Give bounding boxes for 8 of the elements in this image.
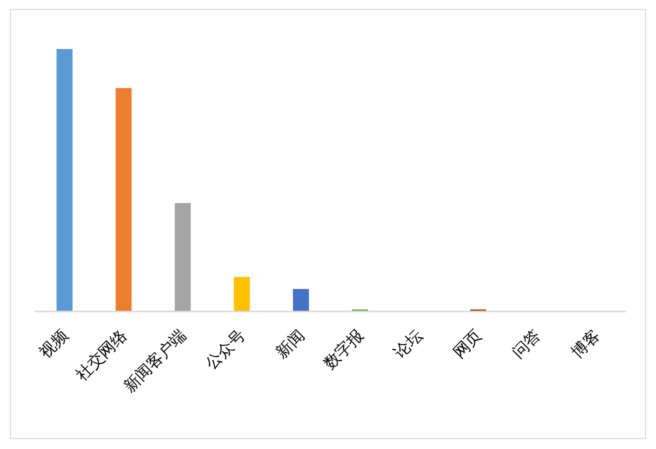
- x-tick-label: 博客: [568, 326, 604, 362]
- x-tick-label: 新闻: [272, 326, 308, 362]
- x-tick-label: 网页: [450, 326, 486, 362]
- x-tick-label: 问答: [509, 326, 544, 362]
- x-tick-label: 论坛: [392, 326, 426, 362]
- x-tick-label: 数字报: [320, 326, 368, 373]
- x-tick-label: 视频: [36, 326, 72, 362]
- x-tick-label: 公众号: [202, 326, 249, 373]
